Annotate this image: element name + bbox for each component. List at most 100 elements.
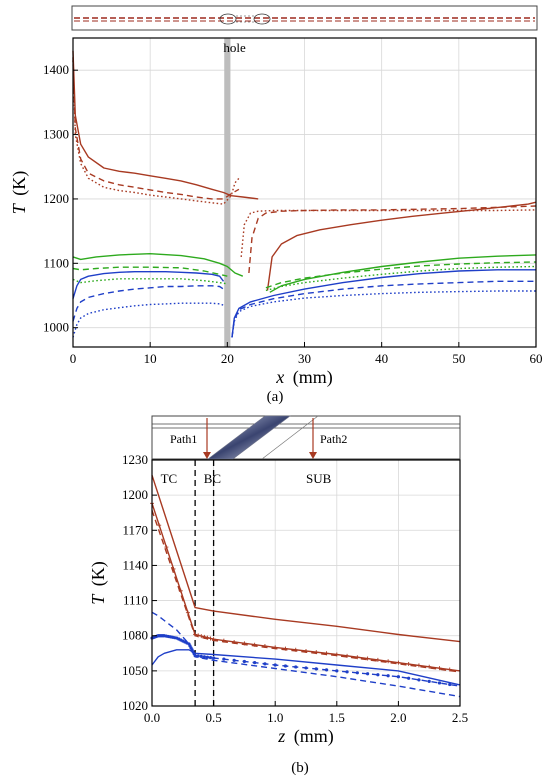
series-marker	[222, 657, 226, 661]
series-line-3	[72, 252, 244, 277]
y-tick-label: 1050	[122, 663, 148, 678]
series-a	[72, 50, 537, 338]
series-marker	[345, 653, 350, 658]
series-marker	[447, 667, 452, 672]
x-tick-label: 10	[144, 351, 157, 366]
chart-a: hole 0 10 20 30 40 50 60 1000 1100 1200 1300 1400 x…	[9, 37, 543, 405]
series-line-14	[265, 265, 537, 292]
series-marker	[386, 659, 391, 664]
series-marker	[427, 664, 432, 669]
series-marker	[232, 658, 236, 662]
series-marker	[366, 672, 370, 676]
series-marker	[448, 682, 452, 687]
series-line-5	[151, 611, 461, 698]
series-line-1	[151, 503, 461, 672]
series-marker	[417, 678, 421, 682]
layer-boundaries	[194, 460, 215, 706]
series-marker	[263, 662, 267, 666]
series-marker	[345, 670, 349, 674]
hole-annotation: hole	[223, 40, 246, 55]
x-tick-label: 2.5	[452, 710, 468, 725]
series-line-7	[72, 285, 224, 322]
path1-label: Path1	[170, 432, 197, 446]
x-tick-label: 20	[221, 351, 234, 366]
y-tick-label: 1110	[123, 593, 148, 608]
x-tick-label: 60	[530, 351, 543, 366]
series-marker	[304, 666, 308, 670]
panel-b-caption: (b)	[291, 760, 309, 776]
ticks-b: 0.0 0.5 1.0 1.5 2.0 2.5 1020 1050 1080 1110 1140 11…	[122, 452, 468, 725]
y-tick-label: 1230	[122, 452, 148, 467]
hole-band	[224, 38, 231, 347]
series-marker	[283, 664, 288, 668]
series-line-12	[269, 254, 537, 293]
region-labels: TC BC SUB	[161, 471, 332, 486]
y-tick-label: 1200	[122, 487, 148, 502]
series-line-16	[231, 280, 536, 338]
series-line-0	[72, 50, 259, 200]
x-tick-label: 0	[70, 351, 77, 366]
region-label-tc: TC	[161, 471, 178, 486]
plot-frame-b	[151, 459, 461, 707]
series-marker	[205, 655, 210, 659]
series-line-2	[72, 60, 240, 205]
series-marker	[294, 665, 298, 669]
region-label-sub: SUB	[306, 471, 332, 486]
y-tick-label: 1200	[43, 191, 69, 206]
series-line-0	[151, 474, 461, 643]
series-marker	[407, 676, 411, 680]
x-tick-label: 0.0	[144, 710, 160, 725]
y-axis-label-a: T (K)	[9, 171, 30, 215]
series-line-13	[265, 261, 537, 289]
x-tick-label: 1.5	[329, 710, 345, 725]
series-line-4	[151, 635, 461, 687]
x-axis-label-a: x (mm)	[275, 367, 333, 388]
series-marker	[242, 659, 246, 664]
series-marker	[253, 661, 257, 665]
ticks-a: 0 10 20 30 40 50 60 1000 1100 1200 1300 1400	[43, 62, 543, 366]
path2-label: Path2	[320, 432, 347, 446]
y-tick-label: 1000	[43, 320, 69, 335]
series-marker	[406, 662, 411, 667]
series-line-15	[231, 269, 536, 338]
series-line-8	[72, 302, 224, 338]
series-line-17	[231, 290, 536, 338]
y-tick-label: 1080	[122, 628, 148, 643]
series-marker	[199, 634, 204, 639]
x-axis-label-b: z (mm)	[277, 726, 334, 747]
series-marker	[273, 663, 277, 667]
series-marker	[416, 663, 421, 668]
series-marker	[157, 523, 162, 528]
y-tick-label: 1300	[43, 127, 69, 142]
x-tick-label: 0.5	[205, 710, 221, 725]
x-tick-label: 30	[298, 351, 311, 366]
series-marker	[396, 675, 400, 679]
series-marker	[314, 667, 318, 671]
series-marker	[365, 656, 370, 661]
series-marker	[335, 669, 339, 673]
y-tick-label: 1020	[122, 698, 148, 713]
series-line-2	[151, 510, 461, 673]
series-marker	[164, 545, 169, 550]
series-marker	[376, 673, 380, 677]
series-line-1	[72, 57, 240, 200]
series-line-10	[248, 205, 537, 274]
series-marker	[185, 610, 190, 615]
region-label-bc: BC	[204, 471, 221, 486]
series-marker	[208, 655, 213, 660]
series-marker	[386, 674, 390, 678]
x-tick-label: 1.0	[267, 710, 283, 725]
x-tick-label: 50	[452, 351, 465, 366]
grid-a	[72, 38, 537, 347]
y-tick-label: 1400	[43, 62, 69, 77]
series-marker	[437, 681, 442, 685]
series-marker	[199, 654, 203, 659]
series-marker	[324, 668, 329, 672]
y-tick-label: 1140	[122, 557, 148, 572]
y-tick-label: 1100	[43, 255, 69, 270]
series-b	[150, 474, 461, 698]
series-marker	[202, 655, 206, 659]
series-marker	[427, 679, 431, 684]
schematic-a	[71, 5, 538, 31]
